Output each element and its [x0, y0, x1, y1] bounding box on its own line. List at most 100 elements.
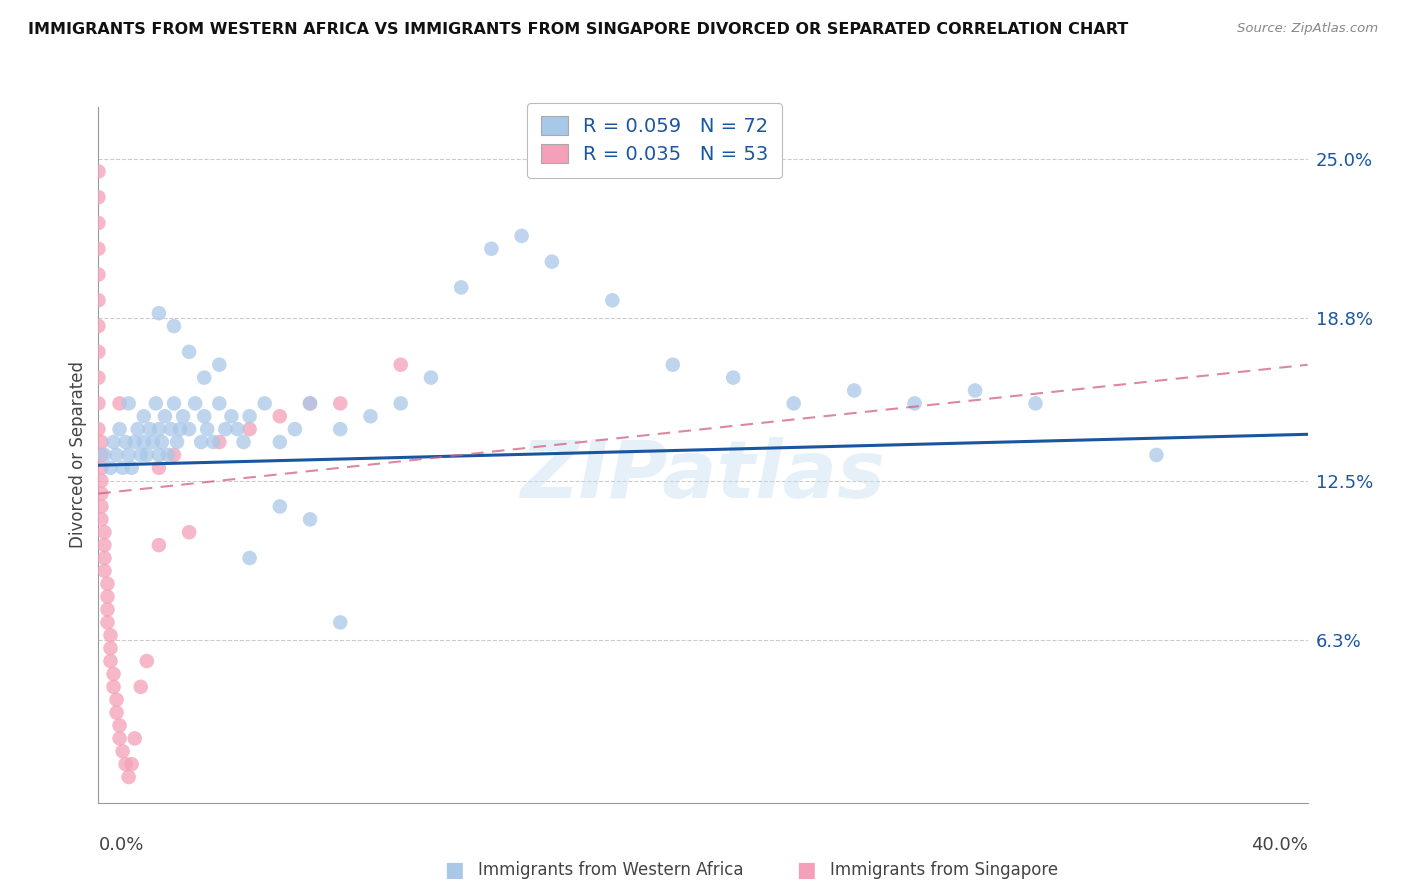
- Point: [193, 370, 215, 384]
- Point: [132, 435, 155, 450]
- Point: [329, 396, 352, 410]
- Point: [111, 744, 134, 758]
- Point: [121, 460, 143, 475]
- Point: [195, 422, 218, 436]
- Point: [135, 448, 157, 462]
- Point: [481, 242, 503, 256]
- Point: [100, 460, 122, 475]
- Point: [105, 692, 128, 706]
- Point: [129, 448, 152, 462]
- Point: [904, 396, 927, 410]
- Point: [135, 654, 157, 668]
- Point: [132, 87, 155, 102]
- Point: [160, 422, 183, 436]
- Legend: R = 0.059   N = 72, R = 0.035   N = 53: R = 0.059 N = 72, R = 0.035 N = 53: [527, 103, 782, 178]
- Point: [103, 680, 125, 694]
- Point: [90, 500, 112, 514]
- Point: [269, 500, 291, 514]
- Point: [299, 396, 322, 410]
- Point: [105, 706, 128, 720]
- Point: [87, 293, 110, 308]
- Point: [299, 512, 322, 526]
- Point: [269, 435, 291, 450]
- Point: [96, 590, 118, 604]
- Point: [214, 422, 236, 436]
- Point: [239, 422, 262, 436]
- Point: [90, 474, 112, 488]
- Point: [284, 422, 307, 436]
- Point: [90, 460, 112, 475]
- Point: [723, 370, 745, 384]
- Point: [844, 384, 866, 398]
- Point: [540, 254, 562, 268]
- Point: [93, 525, 115, 540]
- Point: [145, 396, 167, 410]
- Point: [221, 409, 243, 424]
- Text: ZIPatlas: ZIPatlas: [520, 437, 886, 515]
- Point: [87, 164, 110, 178]
- Point: [114, 757, 136, 772]
- Point: [602, 293, 624, 308]
- Point: [132, 409, 155, 424]
- Point: [169, 422, 191, 436]
- Point: [163, 319, 186, 334]
- Point: [124, 731, 146, 746]
- Point: [100, 654, 122, 668]
- Point: [127, 422, 149, 436]
- Point: [148, 422, 170, 436]
- Point: [103, 667, 125, 681]
- Point: [105, 448, 128, 462]
- Point: [118, 770, 141, 784]
- Point: [783, 396, 806, 410]
- Point: [163, 448, 186, 462]
- Point: [90, 448, 112, 462]
- Point: [172, 409, 194, 424]
- Point: [450, 280, 472, 294]
- Point: [87, 268, 110, 282]
- Point: [108, 422, 131, 436]
- Point: [166, 435, 188, 450]
- Point: [662, 358, 685, 372]
- Point: [148, 448, 170, 462]
- Point: [148, 538, 170, 552]
- Point: [184, 396, 207, 410]
- Point: [208, 396, 231, 410]
- Point: [193, 409, 215, 424]
- Point: [93, 564, 115, 578]
- Point: [329, 615, 352, 630]
- Point: [269, 409, 291, 424]
- Point: [389, 396, 412, 410]
- Point: [87, 216, 110, 230]
- Point: [232, 435, 254, 450]
- Point: [389, 358, 412, 372]
- Point: [100, 628, 122, 642]
- Point: [87, 422, 110, 436]
- Y-axis label: Divorced or Separated: Divorced or Separated: [69, 361, 87, 549]
- Text: ■: ■: [444, 860, 464, 880]
- Text: 40.0%: 40.0%: [1251, 837, 1308, 855]
- Point: [87, 319, 110, 334]
- Point: [239, 409, 262, 424]
- Text: Source: ZipAtlas.com: Source: ZipAtlas.com: [1237, 22, 1378, 36]
- Point: [179, 525, 201, 540]
- Point: [118, 396, 141, 410]
- Point: [87, 370, 110, 384]
- Point: [202, 435, 225, 450]
- Point: [142, 435, 165, 450]
- Point: [360, 409, 382, 424]
- Point: [96, 615, 118, 630]
- Point: [87, 190, 110, 204]
- Point: [121, 757, 143, 772]
- Point: [100, 641, 122, 656]
- Point: [96, 576, 118, 591]
- Point: [96, 602, 118, 616]
- Point: [108, 396, 131, 410]
- Point: [153, 409, 176, 424]
- Point: [329, 422, 352, 436]
- Text: 0.0%: 0.0%: [98, 837, 143, 855]
- Point: [420, 370, 443, 384]
- Point: [93, 551, 115, 566]
- Point: [114, 435, 136, 450]
- Point: [93, 538, 115, 552]
- Point: [226, 422, 249, 436]
